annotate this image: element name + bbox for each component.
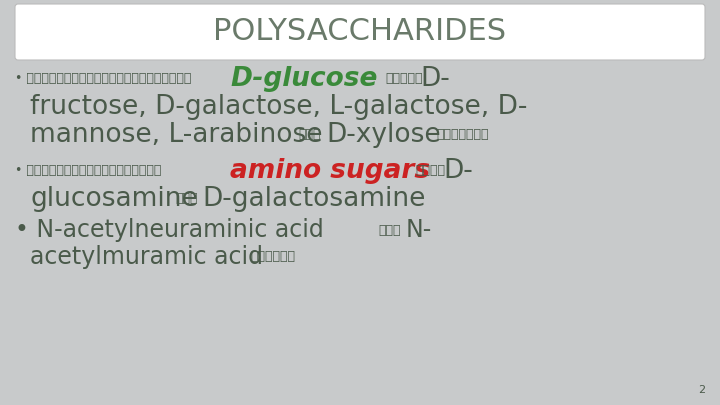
Text: เช่นกัน: เช่นกัน <box>436 128 488 141</box>
Text: 2: 2 <box>698 385 705 395</box>
Text: • อนุพนธที่พบบ่อยคือ: • อนุพนธที่พบบ่อยคือ <box>15 164 161 177</box>
FancyBboxPatch shape <box>15 4 705 60</box>
Text: acetylmuramic acid: acetylmuramic acid <box>30 245 263 269</box>
Text: glucosamine: glucosamine <box>30 186 198 212</box>
Text: และ: และ <box>378 224 400 237</box>
Text: และ: และ <box>175 192 197 205</box>
Text: mannose, L-arabinose: mannose, L-arabinose <box>30 122 323 148</box>
Text: และ: และ <box>298 128 320 141</box>
Text: D-glucose: D-glucose <box>230 66 377 92</box>
Text: แตกพบ: แตกพบ <box>385 72 423 85</box>
Text: D-: D- <box>443 158 473 184</box>
Text: POLYSACCHARIDES: POLYSACCHARIDES <box>213 17 507 47</box>
Text: amino sugars: amino sugars <box>230 158 430 184</box>
Text: fructose, D-galactose, L-galactose, D-: fructose, D-galactose, L-galactose, D- <box>30 94 527 120</box>
Text: • N-acetylneuraminic acid: • N-acetylneuraminic acid <box>15 218 324 242</box>
Text: เช่น: เช่น <box>415 164 445 177</box>
Text: • องค์ประกอบที่พบบ่อยคือ: • องค์ประกอบที่พบบ่อยคือ <box>15 72 192 85</box>
Text: D-xylose: D-xylose <box>326 122 441 148</box>
Text: กพบบอย: กพบบอย <box>250 251 295 264</box>
Text: N-: N- <box>406 218 432 242</box>
Text: D-galactosamine: D-galactosamine <box>202 186 426 212</box>
Text: D-: D- <box>420 66 450 92</box>
